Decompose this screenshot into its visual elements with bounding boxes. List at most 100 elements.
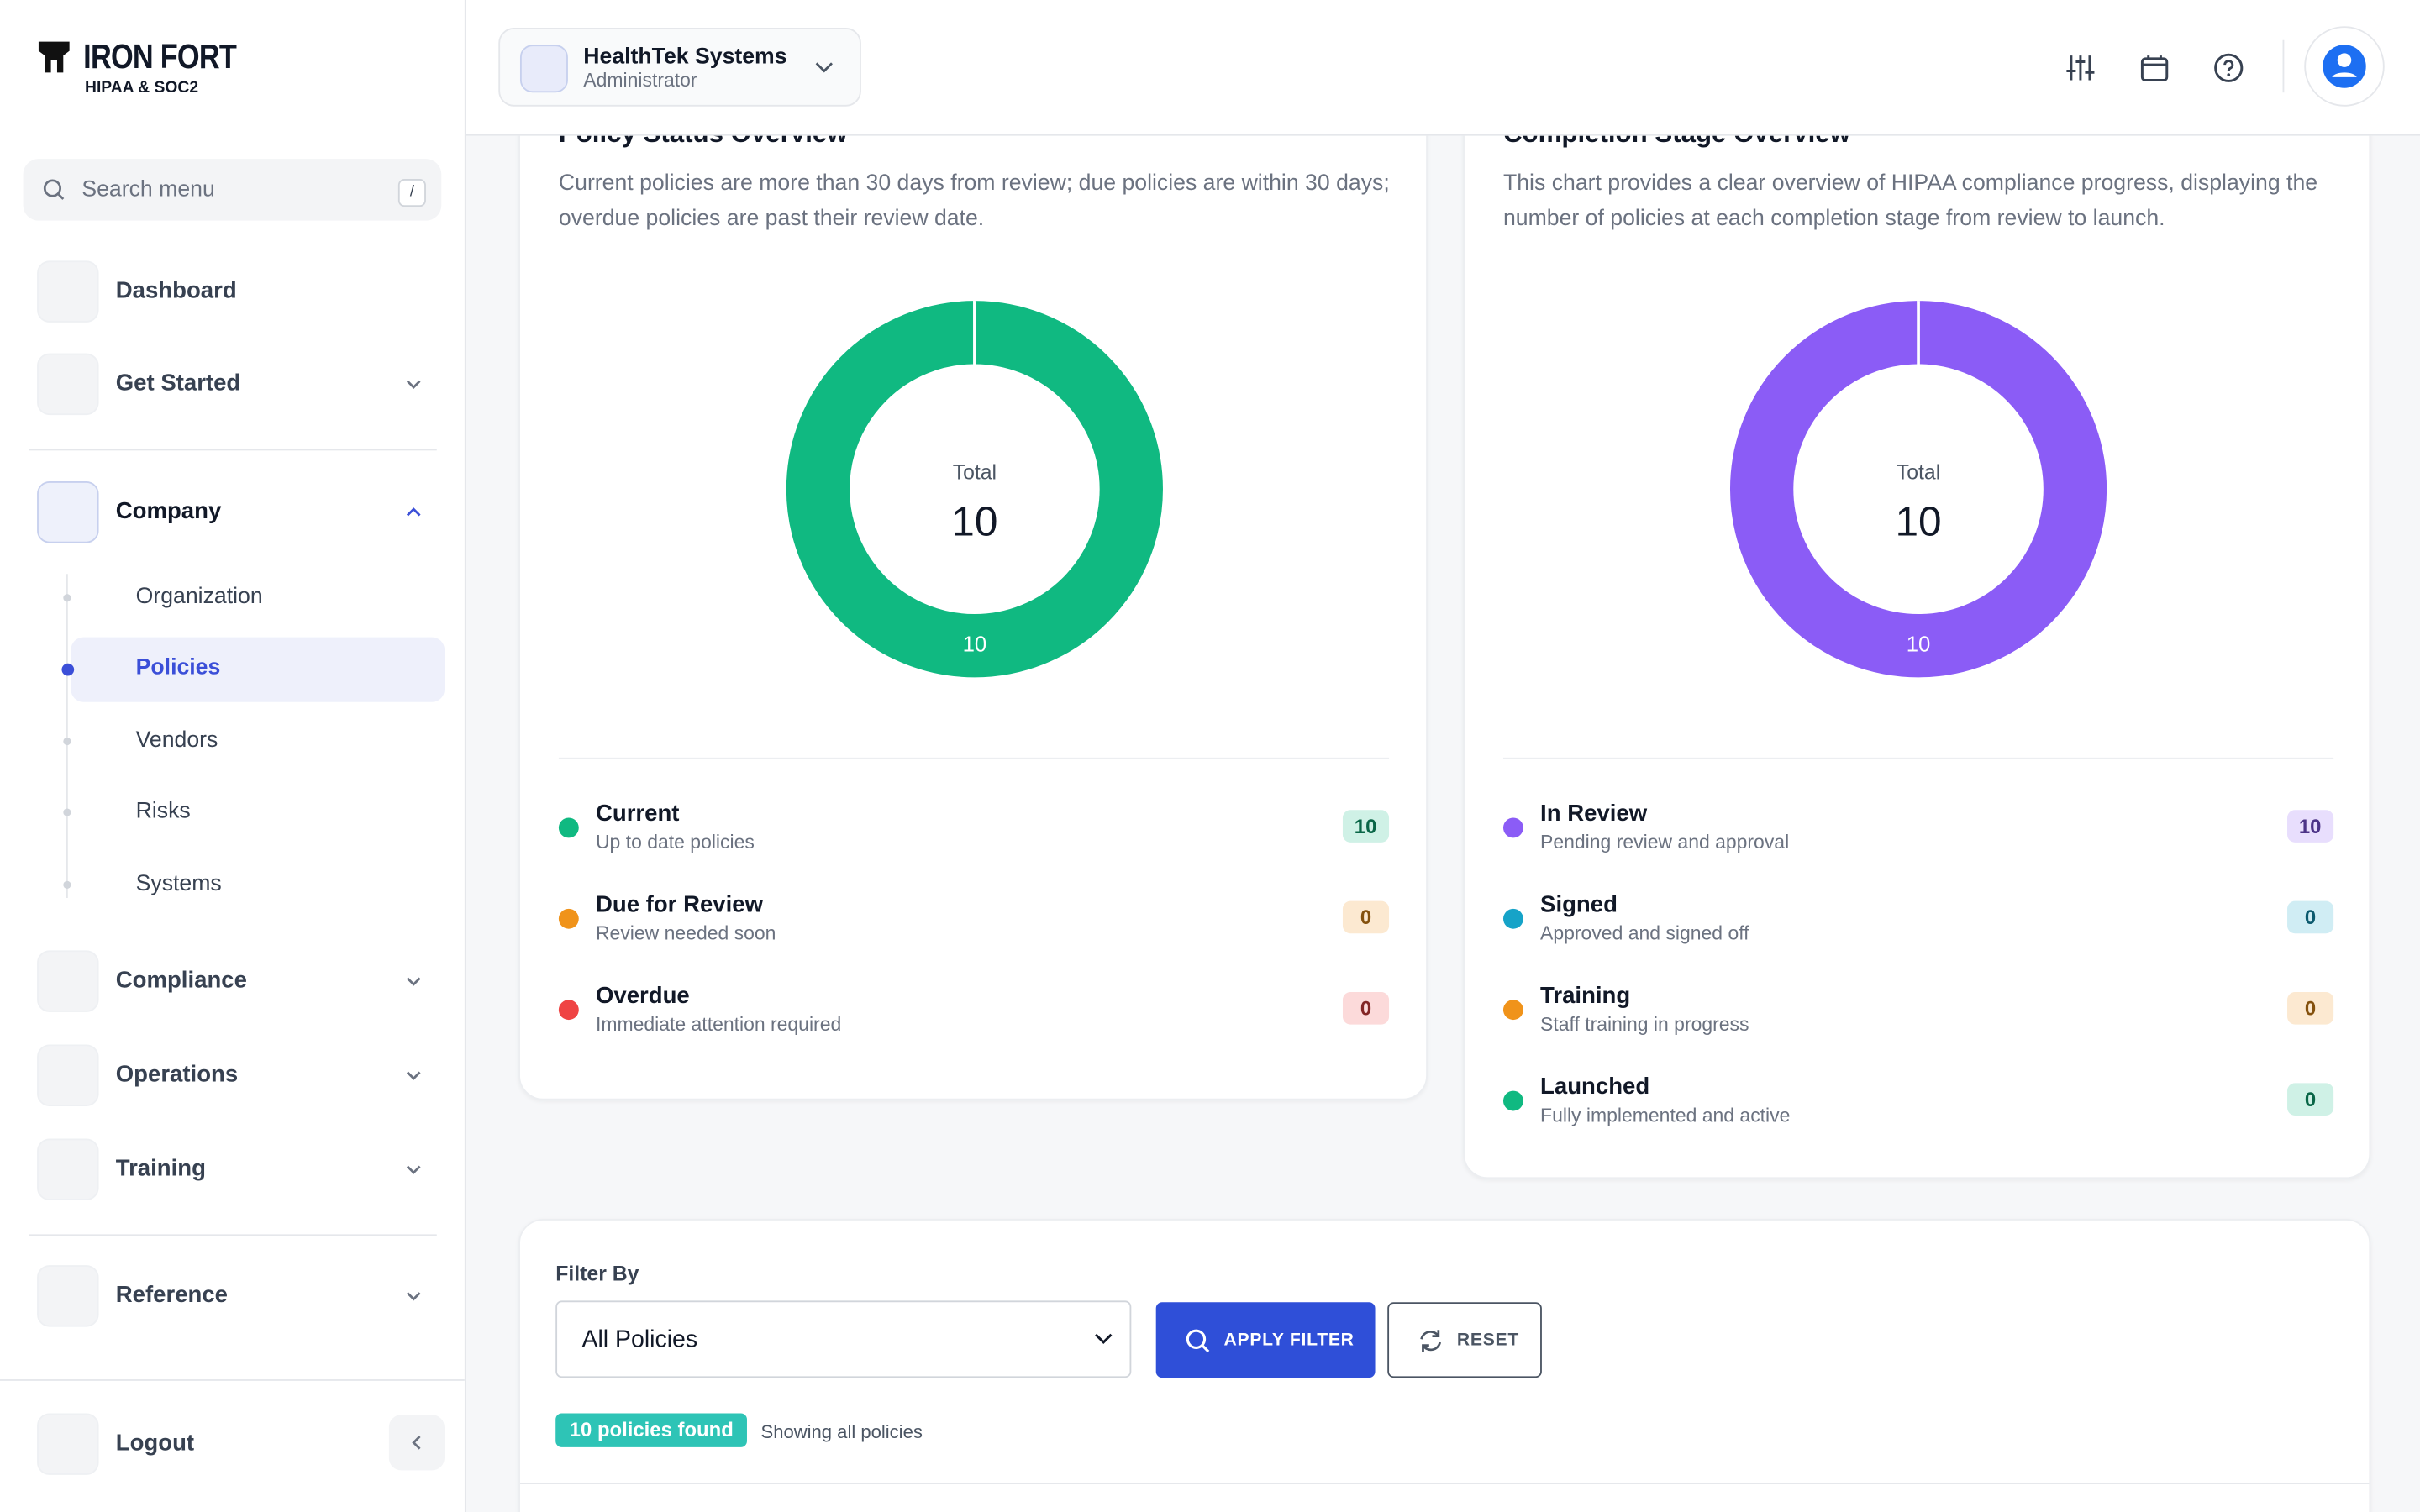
legend-dot: [558, 1000, 579, 1021]
logout-label: Logout: [115, 1430, 195, 1457]
count-badge: 10: [1342, 810, 1390, 843]
showing-text: Showing all policies: [760, 1420, 923, 1443]
submenu-label: Systems: [135, 871, 222, 897]
segment-label: 10: [963, 633, 987, 656]
count-badge: 0: [1342, 900, 1390, 934]
menu-icon: [37, 1138, 99, 1200]
menu-label: Operations: [115, 1061, 239, 1088]
menu-label: Reference: [115, 1282, 229, 1309]
divider: [558, 757, 1390, 759]
help-icon[interactable]: [2213, 52, 2244, 83]
donut-segment: [786, 301, 1163, 678]
chevron: [406, 380, 421, 389]
menu-label: Dashboard: [115, 277, 237, 304]
menu-item[interactable]: Company: [37, 481, 439, 543]
menu-icon: [37, 353, 99, 416]
count-badge: 0: [2287, 900, 2334, 934]
submenu-label: Organization: [135, 585, 263, 610]
menu-label: Training: [115, 1155, 206, 1182]
menu-label: Compliance: [115, 967, 247, 994]
menu-item[interactable]: Compliance: [37, 950, 439, 1012]
search-icon: [43, 179, 65, 200]
legend-dot: [1502, 1090, 1523, 1111]
avatar-button[interactable]: [2304, 26, 2385, 107]
donut-chart: 10 Total 10: [1729, 301, 2107, 678]
dot: [63, 594, 71, 602]
calendar-icon[interactable]: [2139, 52, 2170, 83]
submenu-item[interactable]: Systems: [63, 853, 445, 918]
legend-dot: [1502, 908, 1523, 929]
menu-item[interactable]: Operations: [37, 1044, 439, 1106]
menu-icon: [37, 1413, 99, 1475]
brand-name: IRON FORT: [83, 37, 237, 76]
reset-button[interactable]: RESET: [1387, 1302, 1542, 1378]
logout[interactable]: Logout: [37, 1413, 439, 1475]
org-name: HealthTek Systems: [583, 45, 787, 70]
legend-desc: Pending review and approval: [1540, 832, 1790, 853]
legend-name: Overdue: [595, 983, 690, 1010]
legend-name: Due for Review: [595, 891, 764, 918]
legend-desc: Review needed soon: [595, 922, 776, 945]
brand-tagline: HIPAA & SOC2: [85, 78, 199, 97]
chevron: [406, 1165, 421, 1174]
legend-dot: [1502, 817, 1523, 838]
settings-icon[interactable]: [2065, 52, 2096, 83]
menu-item[interactable]: Get Started: [37, 353, 439, 416]
collapse-button[interactable]: [388, 1415, 445, 1471]
submenu-label: Policies: [135, 655, 221, 681]
submenu-label: Risks: [135, 799, 191, 824]
completion-stage-card: Completion Stage OverviewThis chart prov…: [1463, 61, 2371, 1179]
submenu-item[interactable]: Vendors: [63, 710, 445, 774]
select-value: All Policies: [581, 1326, 698, 1353]
menu-label: Company: [115, 498, 222, 525]
search-icon: [1186, 1329, 1210, 1353]
chevron: [406, 507, 421, 517]
legend-name: Current: [595, 801, 680, 827]
chevron: [815, 62, 833, 73]
divider: [29, 1234, 437, 1236]
legend-desc: Approved and signed off: [1540, 922, 1749, 945]
donut-chart: 10 Total 10: [786, 301, 1163, 678]
submenu-item[interactable]: Organization: [63, 566, 445, 631]
legend-dot: [558, 908, 579, 929]
legend-desc: Fully implemented and active: [1540, 1105, 1791, 1126]
count-badge: 10: [2286, 810, 2334, 843]
menu-item[interactable]: Dashboard: [37, 260, 439, 323]
dot: [61, 663, 75, 676]
chevron: [406, 1071, 421, 1080]
total-value: 10: [1895, 498, 1941, 545]
legend-item: Launched Fully implemented and active 0: [1502, 1074, 2334, 1142]
legend-item: Due for Review Review needed soon 0: [558, 891, 1390, 960]
chevron: [412, 1436, 421, 1450]
chevron: [1095, 1333, 1113, 1345]
submenu-item-active[interactable]: Policies: [61, 637, 445, 702]
filter-select[interactable]: All Policies: [555, 1300, 1132, 1378]
legend-desc: Staff training in progress: [1540, 1013, 1749, 1036]
card-description: Current policies are more than 30 days f…: [558, 171, 1390, 232]
search-shortcut: /: [397, 179, 426, 207]
org-role: Administrator: [583, 69, 697, 92]
legend-desc: Up to date policies: [595, 832, 755, 853]
search-box[interactable]: Search menu /: [23, 159, 442, 221]
apply-filter-button[interactable]: APPLY FILTER: [1155, 1302, 1376, 1378]
apply-label: APPLY FILTER: [1223, 1331, 1355, 1351]
divider: [1502, 757, 2334, 759]
submenu-item[interactable]: Risks: [63, 780, 445, 845]
legend-dot: [558, 817, 579, 838]
submenu-label: Vendors: [135, 727, 218, 753]
legend-item: Signed Approved and signed off 0: [1502, 892, 2334, 960]
dot: [63, 880, 71, 889]
divider: [2282, 39, 2285, 93]
legend-dot: [1502, 1000, 1523, 1021]
filter-label: Filter By: [555, 1262, 639, 1286]
org-selector[interactable]: HealthTek Systems Administrator: [498, 28, 861, 107]
chevron: [406, 977, 421, 986]
avatar-icon: [2323, 45, 2366, 88]
legend-name: In Review: [1540, 801, 1648, 827]
menu-item[interactable]: Training: [37, 1138, 439, 1200]
menu-icon: [37, 950, 99, 1012]
menu-item[interactable]: Reference: [37, 1265, 439, 1327]
count-badge: 0: [2287, 992, 2334, 1025]
sidebar-footer: Logout: [0, 1379, 465, 1512]
